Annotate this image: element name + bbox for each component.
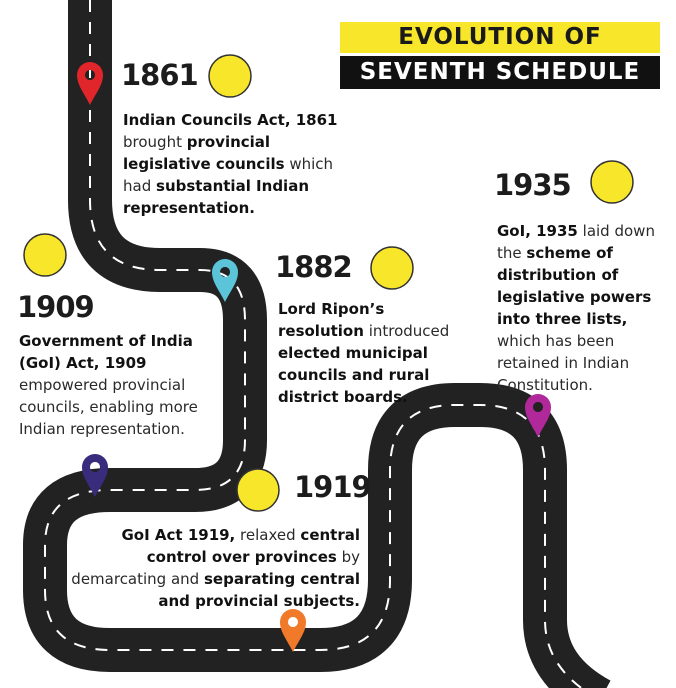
bold-text: GoI Act 1919, bbox=[122, 526, 236, 544]
icon bbox=[237, 469, 279, 511]
text: relaxed bbox=[240, 526, 296, 544]
description: GoI Act 1919, relaxed central control ov… bbox=[60, 524, 360, 612]
description: Lord Ripon’s resolution introduced elect… bbox=[278, 298, 468, 408]
year: 1919 bbox=[294, 470, 371, 504]
bold-text: elected municipal councils and rural dis… bbox=[278, 344, 429, 406]
bold-text: Government of India (GoI) Act, 1909 bbox=[19, 332, 193, 372]
text: which has been retained in Indian Consti… bbox=[497, 332, 629, 394]
icon bbox=[591, 161, 633, 203]
bold-text: GoI, 1935 bbox=[497, 222, 578, 240]
icon bbox=[371, 247, 413, 289]
text: empowered provincial councils, enabling … bbox=[19, 376, 198, 438]
bold-text: Indian Councils Act, 1861 bbox=[123, 111, 338, 129]
description: Indian Councils Act, 1861 brought provin… bbox=[123, 109, 348, 219]
icon bbox=[209, 55, 251, 97]
year: 1935 bbox=[494, 168, 571, 202]
icon bbox=[24, 234, 66, 276]
text: brought bbox=[123, 133, 182, 151]
title: EVOLUTION OF bbox=[340, 22, 660, 53]
description: GoI, 1935 laid down the scheme of distri… bbox=[497, 220, 665, 396]
year: 1909 bbox=[17, 290, 94, 324]
description: Government of India (GoI) Act, 1909 empo… bbox=[19, 330, 219, 440]
year: 1882 bbox=[275, 250, 352, 284]
year: 1861 bbox=[121, 58, 198, 92]
bold-text: substantial Indian representation. bbox=[123, 177, 309, 217]
infographic: EVOLUTION OF SEVENTH SCHEDULE 1861 India… bbox=[0, 0, 676, 688]
text: introduced bbox=[369, 322, 450, 340]
title: SEVENTH SCHEDULE bbox=[340, 56, 660, 89]
